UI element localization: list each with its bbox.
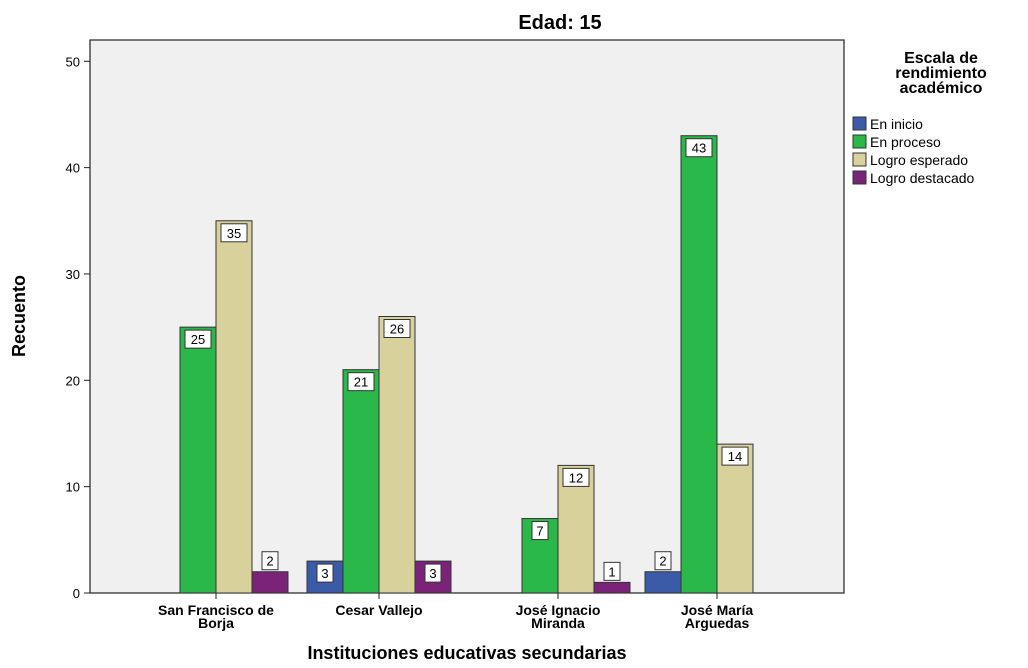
data-label-box (654, 551, 672, 571)
data-label-box (383, 319, 411, 338)
y-axis: 0 10 20 30 40 50 (66, 54, 90, 601)
data-label: 1 (608, 564, 615, 579)
x-tick-label: San Francisco de (158, 602, 274, 618)
bar (378, 316, 416, 594)
bar (215, 220, 253, 594)
legend-title: académico (900, 80, 983, 97)
legend-entry: En inicio (870, 116, 923, 132)
bar (593, 581, 631, 594)
y-tick-label: 10 (66, 480, 80, 495)
data-label: 14 (728, 449, 742, 464)
y-tick-label: 20 (66, 373, 80, 388)
legend-title: Escala de (904, 50, 978, 67)
bar (644, 571, 682, 594)
legend-swatch (852, 134, 867, 149)
data-label: 3 (321, 566, 328, 581)
data-label-box (261, 551, 279, 571)
data-label: 3 (429, 566, 436, 581)
y-tick-label: 50 (66, 54, 80, 69)
legend-title: rendimiento (895, 65, 987, 82)
data-label-box (316, 563, 334, 583)
data-label: 26 (390, 322, 404, 337)
bar (342, 369, 380, 594)
bar (716, 443, 754, 594)
chart-title: Edad: 15 (518, 12, 601, 34)
data-label-box (220, 223, 248, 243)
y-tick-label: 40 (66, 161, 80, 176)
data-label-box (562, 467, 590, 487)
x-tick-label: Cesar Vallejo (335, 602, 422, 618)
x-tick-label: Miranda (531, 615, 585, 631)
data-label: 2 (266, 554, 273, 569)
x-tick-label: Borja (198, 615, 234, 631)
data-label-box (424, 563, 442, 583)
data-label-box (685, 138, 713, 158)
data-label-box (721, 446, 749, 466)
legend-entry: En proceso (870, 134, 941, 150)
data-label: 12 (569, 470, 583, 485)
y-axis-title: Recuento (9, 275, 29, 357)
legend-entry: Logro destacado (870, 170, 975, 186)
data-label: 2 (659, 554, 666, 569)
legend-swatch (852, 116, 867, 131)
y-tick-label: 0 (73, 586, 80, 601)
data-label: 43 (692, 141, 706, 156)
data-label: 35 (227, 226, 241, 241)
x-tick-label: José Ignacio (516, 602, 601, 618)
data-label-box (347, 372, 375, 392)
bar (680, 135, 718, 594)
x-tick-label: José María (681, 602, 754, 618)
data-label: 7 (536, 524, 543, 539)
data-label: 25 (191, 332, 205, 347)
data-label-box (184, 329, 212, 349)
data-label: 21 (354, 375, 368, 390)
data-label-box (603, 561, 621, 581)
bar (251, 571, 289, 594)
legend-swatch (852, 170, 867, 185)
x-axis-title: Instituciones educativas secundarias (307, 643, 626, 663)
legend-entry: Logro esperado (870, 152, 968, 168)
x-tick-label: Arguedas (685, 615, 750, 631)
legend-swatch (852, 152, 867, 167)
bar (179, 326, 217, 594)
y-tick-label: 30 (66, 267, 80, 282)
data-label-box (531, 521, 549, 541)
